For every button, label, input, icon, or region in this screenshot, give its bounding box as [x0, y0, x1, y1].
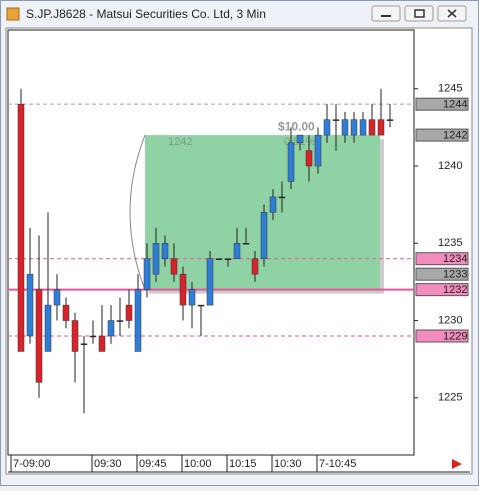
candle-body — [134, 289, 142, 352]
candle-body — [161, 243, 169, 259]
candle-body — [206, 258, 214, 306]
candle-body — [386, 119, 394, 121]
price-tag — [415, 329, 469, 343]
candle-body — [224, 258, 232, 260]
candle-body — [71, 320, 79, 352]
price-tag — [415, 267, 469, 281]
candle-body — [368, 119, 376, 136]
price-tag — [415, 252, 469, 266]
candle-body — [170, 258, 178, 275]
box-change: $10.00 — [278, 119, 315, 133]
y-tick-label: 1240 — [438, 160, 462, 172]
candle-body — [305, 150, 313, 167]
x-tick-label: 7-10:45 — [319, 458, 356, 470]
candle-body — [26, 273, 34, 337]
candle-body — [323, 119, 331, 136]
maximize-button[interactable] — [404, 5, 434, 22]
candle-body — [341, 119, 349, 136]
candle-body — [260, 212, 268, 259]
candle-body — [296, 134, 304, 144]
price-tag-label: 1232 — [443, 284, 467, 296]
app-icon — [6, 7, 20, 21]
candle-body — [188, 289, 196, 306]
candle-body — [215, 258, 223, 260]
candle-body — [233, 243, 241, 259]
candle-body — [242, 243, 250, 245]
candle-body — [98, 335, 106, 352]
candle-body — [107, 320, 115, 337]
candle-body — [89, 335, 97, 338]
x-tick-label: 10:00 — [184, 458, 212, 470]
price-tag-label: 1242 — [443, 129, 467, 141]
y-tick-label: 1235 — [438, 237, 462, 249]
candle-body — [197, 304, 205, 307]
candle-body — [44, 304, 52, 352]
price-tag — [415, 128, 469, 142]
candle-body — [359, 119, 367, 136]
candle-body — [35, 289, 43, 383]
x-tick-label: 09:30 — [94, 458, 122, 470]
x-tick-label: 7-09:00 — [13, 458, 50, 470]
price-tag-label: 1229 — [443, 330, 467, 342]
candle-body — [152, 243, 160, 275]
price-tag-label: 1234 — [443, 253, 467, 265]
y-tick-label: 1225 — [438, 392, 462, 404]
candle-body — [53, 289, 61, 306]
candle-body — [269, 196, 277, 213]
candle-body — [350, 119, 358, 136]
maximize-icon — [414, 9, 425, 18]
scroll-arrow[interactable] — [452, 459, 462, 469]
candle-body — [17, 103, 25, 352]
candle-body — [80, 343, 88, 345]
close-icon — [447, 9, 457, 18]
price-tag-label: 1233 — [443, 269, 467, 281]
minimize-button[interactable] — [371, 5, 401, 22]
candle-body — [116, 320, 124, 322]
measure-arc — [129, 134, 146, 290]
candle-body — [314, 134, 322, 167]
candle-body — [287, 142, 295, 182]
candle-body — [179, 273, 187, 306]
x-tick-label: 10:15 — [229, 458, 257, 470]
x-tick-label: 09:45 — [139, 458, 167, 470]
candle-body — [377, 119, 385, 136]
candle-body — [332, 119, 340, 121]
candle-body — [278, 196, 286, 199]
candle-body — [251, 258, 259, 275]
price-tag — [415, 283, 469, 297]
window-title: S.JP.J8628 - Matsui Securities Co. Ltd, … — [26, 7, 266, 21]
candle-body — [62, 304, 70, 321]
candle-body — [143, 258, 151, 290]
x-tick-label: 10:30 — [274, 458, 302, 470]
candle-body — [125, 304, 133, 321]
y-tick-label: 1230 — [438, 314, 462, 326]
price-tag — [415, 97, 469, 111]
price-tag-label: 1244 — [443, 99, 467, 111]
box-top-label: 1242 — [168, 136, 192, 148]
y-tick-label: 1245 — [438, 83, 462, 95]
